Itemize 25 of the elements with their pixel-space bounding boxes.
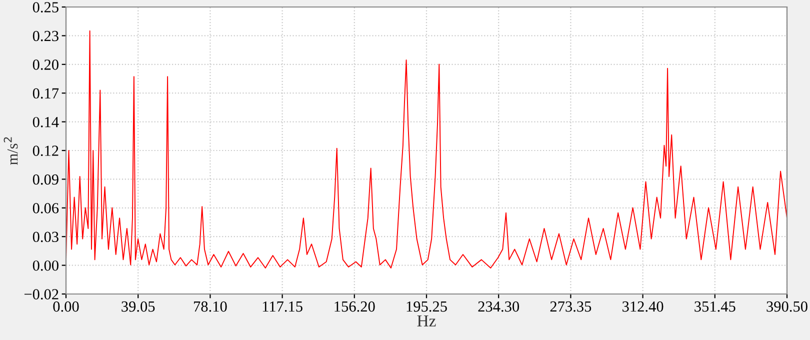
x-tick-label: 156.20 [334, 301, 375, 312]
y-tick-label: 0.14 [32, 116, 59, 128]
x-tick-label: 234.30 [478, 301, 520, 312]
x-tick-label: 351.45 [694, 301, 736, 312]
y-tick-label: 0.12 [32, 146, 58, 156]
y-tick-label: −0.02 [24, 289, 58, 300]
y-tick-label: 0.25 [32, 2, 58, 13]
x-tick-label: 0.00 [53, 301, 79, 312]
x-tick-label: 312.40 [622, 301, 664, 312]
y-axis-title: m/s$^{2}$ [4, 137, 18, 165]
x-tick-label: 78.10 [194, 301, 227, 312]
x-axis-title: Hz [417, 315, 436, 326]
y-tick-label: 0.06 [32, 203, 59, 214]
y-tick-label: 0.00 [32, 260, 58, 271]
x-tick-label: 273.35 [550, 301, 592, 312]
x-tick-label: 390.50 [766, 301, 808, 312]
y-tick-label: 0.09 [32, 174, 58, 185]
y-tick-label: 0.20 [32, 60, 58, 70]
y-tick-label: 0.03 [32, 232, 58, 242]
y-tick-label: 0.17 [32, 88, 59, 99]
y-tick-label: 0.23 [32, 30, 58, 42]
x-tick-label: 195.25 [406, 301, 447, 312]
line-series [66, 30, 787, 268]
x-tick-label: 117.15 [262, 301, 302, 312]
x-tick-label: 39.05 [122, 301, 155, 312]
